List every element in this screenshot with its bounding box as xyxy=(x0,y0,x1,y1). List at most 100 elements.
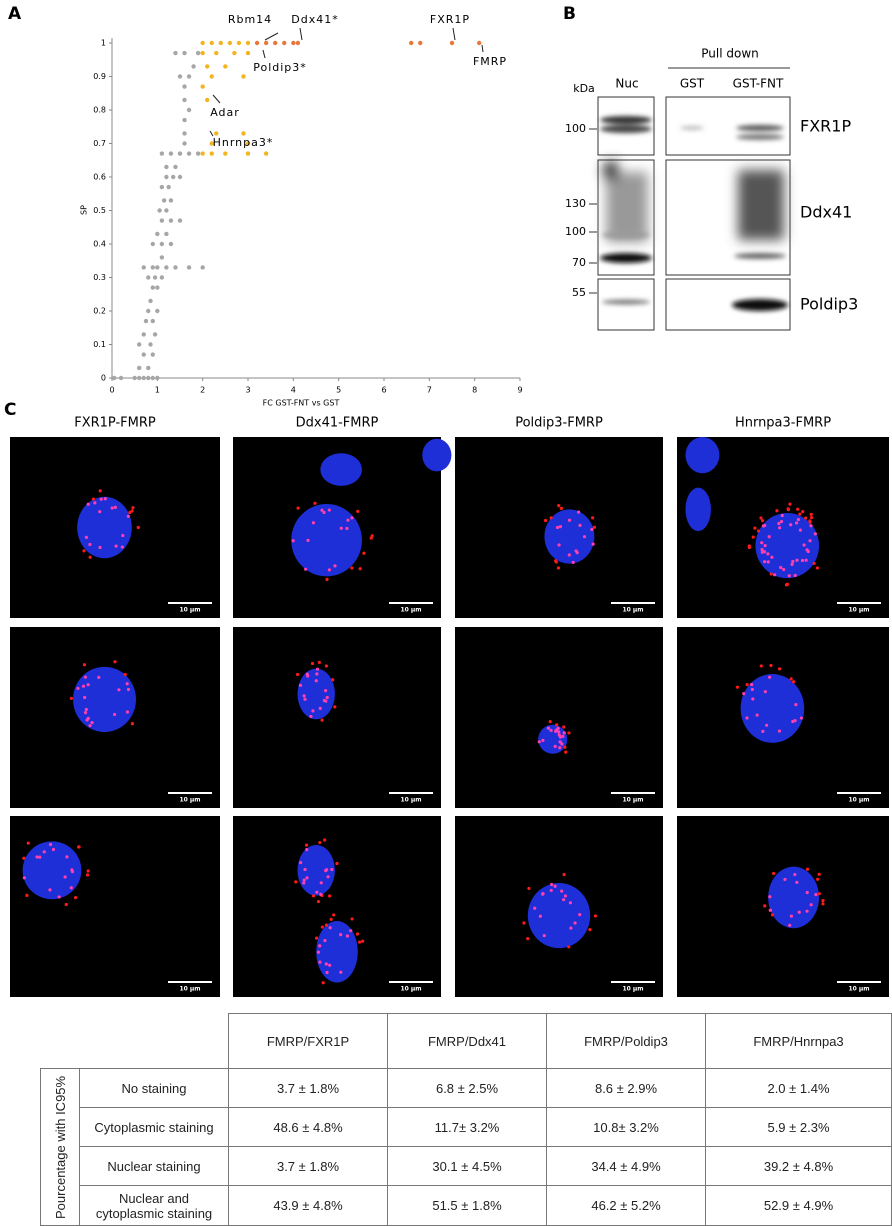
table-cell: 2.0 ± 1.4% xyxy=(705,1068,892,1108)
point xyxy=(218,40,223,46)
point xyxy=(273,40,278,46)
fish-dot xyxy=(553,744,557,749)
annotation-leader xyxy=(481,44,484,53)
fish-dot xyxy=(766,560,770,564)
fish-dot xyxy=(815,566,820,570)
nucleus xyxy=(297,844,335,896)
fish-dot xyxy=(85,873,90,877)
fish-dot xyxy=(578,913,582,917)
point xyxy=(200,50,205,56)
fish-dot xyxy=(315,667,320,671)
fish-dot xyxy=(794,521,799,525)
fish-dot xyxy=(817,872,821,876)
fish-dot xyxy=(549,888,553,893)
nucleus xyxy=(73,666,136,732)
point xyxy=(150,285,155,290)
fish-dot xyxy=(791,680,796,684)
point xyxy=(159,275,165,280)
fish-dot xyxy=(88,542,92,547)
fish-dot xyxy=(86,869,90,873)
lane-label: GST xyxy=(680,77,705,91)
point xyxy=(200,265,205,270)
protein-label: FXR1P xyxy=(800,117,851,136)
point xyxy=(155,231,160,237)
table-cell: 46.2 ± 5.2% xyxy=(546,1185,706,1226)
fish-dot xyxy=(299,860,303,865)
fish-dot xyxy=(549,516,553,520)
fish-dot xyxy=(750,682,754,687)
fish-dot xyxy=(315,672,319,676)
table-cell: 43.9 ± 4.8% xyxy=(228,1185,388,1226)
fish-dot xyxy=(801,510,805,514)
point xyxy=(200,40,205,46)
fish-dot xyxy=(562,725,566,729)
blot-frames xyxy=(597,67,791,331)
fish-dot xyxy=(322,510,326,515)
fish-dot xyxy=(562,872,566,877)
annotation: Hnrnpa3* xyxy=(213,136,274,149)
fish-dot xyxy=(812,561,816,566)
fish-dot xyxy=(84,707,88,712)
fish-dot xyxy=(350,566,354,570)
marker-label: 100 xyxy=(565,122,586,135)
fish-dot xyxy=(324,923,328,927)
annotation: Poldip3* xyxy=(253,61,307,74)
point xyxy=(152,332,158,337)
point xyxy=(191,64,196,69)
micrograph xyxy=(10,816,220,997)
point xyxy=(155,375,160,381)
panel-label: D xyxy=(4,998,18,1000)
fish-dot xyxy=(793,573,797,578)
fish-dot xyxy=(296,672,300,677)
point xyxy=(112,375,117,381)
fish-dot xyxy=(319,892,323,897)
point xyxy=(164,265,169,270)
fish-dot xyxy=(742,692,746,696)
fish-dot xyxy=(755,713,759,717)
fish-dot xyxy=(763,690,767,694)
point xyxy=(245,141,251,146)
fish-dot xyxy=(799,716,804,720)
point xyxy=(214,50,219,56)
point xyxy=(177,74,183,79)
fish-dot xyxy=(558,746,562,750)
fish-dot xyxy=(791,559,795,564)
fish-dot xyxy=(126,514,130,518)
fish-dot xyxy=(768,895,772,899)
point xyxy=(150,318,155,324)
fish-dot xyxy=(63,875,67,879)
fish-dot xyxy=(318,960,322,964)
fish-dot xyxy=(805,867,810,871)
fish-dot xyxy=(316,899,321,904)
fish-dot xyxy=(324,869,328,873)
fish-dot xyxy=(83,711,88,715)
fish-dot xyxy=(310,661,315,666)
x-tick-label: 6 xyxy=(381,386,386,395)
fish-dot xyxy=(795,558,799,562)
fish-dot xyxy=(361,939,365,943)
fish-dot xyxy=(782,567,786,572)
fish-dot xyxy=(772,871,776,876)
table-cell: 10.8± 3.2% xyxy=(546,1107,706,1147)
fish-dot xyxy=(311,521,316,525)
point xyxy=(155,308,160,314)
annotation-leader xyxy=(212,94,221,104)
fish-dot xyxy=(64,902,68,907)
x-tick-label: 4 xyxy=(291,386,296,395)
fish-dot xyxy=(84,535,89,539)
fish-dot xyxy=(82,663,87,667)
fish-dot xyxy=(557,503,561,508)
fish-dot xyxy=(306,538,310,542)
fish-dot xyxy=(302,881,306,885)
y-tick-label: 0.6 xyxy=(93,173,106,182)
fish-dot xyxy=(298,683,303,687)
point xyxy=(159,218,165,223)
table-cell: 34.4 ± 4.9% xyxy=(546,1146,706,1186)
point xyxy=(159,151,165,156)
fish-dot xyxy=(814,892,818,897)
fish-dot xyxy=(769,572,773,576)
table-row: Cytoplasmic staining 48.6 ± 4.8% 11.7± 3.2… xyxy=(41,1107,892,1147)
fish-dot xyxy=(313,501,317,505)
fish-dot xyxy=(303,697,307,701)
